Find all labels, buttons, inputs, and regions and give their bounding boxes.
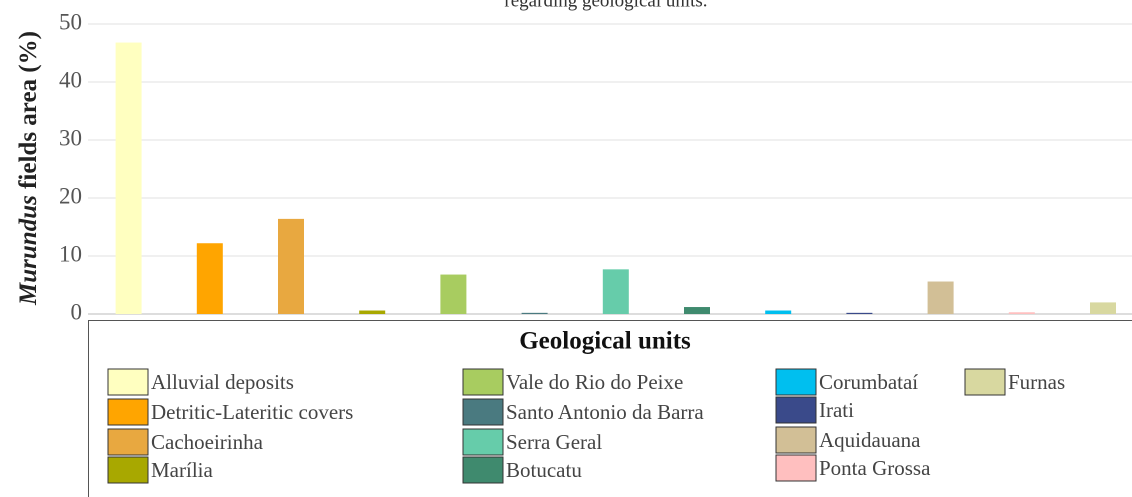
legend-label: Aquidauana (819, 428, 921, 452)
legend-swatch (462, 368, 504, 396)
bar (684, 307, 710, 314)
legend-swatch (107, 368, 149, 396)
legend-label: Irati (819, 398, 854, 422)
legend-label: Botucatu (506, 458, 582, 482)
bar (521, 312, 548, 314)
y-axis-label-italic: Murundus (15, 195, 42, 306)
legend-swatch (964, 368, 1006, 396)
legend-swatch (775, 368, 817, 396)
legend-swatch (107, 428, 149, 456)
legend-swatch (462, 428, 504, 456)
bar (115, 42, 142, 315)
legend-swatch (775, 426, 817, 454)
legend-label: Alluvial deposits (151, 370, 294, 394)
y-tick-label: 20 (59, 183, 82, 208)
y-tick-label: 30 (59, 125, 82, 150)
legend-label: Corumbataí (819, 370, 918, 394)
legend-label: Ponta Grossa (819, 456, 931, 480)
legend-label: Santo Antonio da Barra (506, 400, 704, 424)
bar (765, 310, 792, 314)
legend-label: Cachoeirinha (151, 430, 264, 454)
legend-swatch (462, 456, 504, 484)
legend-label: Detritic-Lateritic covers (151, 400, 353, 424)
legend-box (88, 320, 1132, 497)
bar (359, 310, 386, 314)
bar (278, 218, 304, 314)
legend-label: Serra Geral (506, 430, 602, 454)
bar (846, 312, 873, 314)
bar (602, 269, 629, 314)
legend-label: Vale do Rio do Peixe (506, 370, 683, 394)
y-tick-label: 10 (59, 241, 82, 266)
y-tick-label: 50 (59, 9, 82, 34)
legend-swatch (107, 398, 149, 426)
bar (927, 281, 954, 314)
legend-title: Geological units (519, 328, 691, 355)
bar (196, 243, 223, 314)
chart-title: regarding geological units. (504, 0, 707, 11)
legend-swatch (462, 398, 504, 426)
bar (1008, 312, 1035, 314)
legend-swatch (107, 456, 149, 484)
legend-swatch (775, 454, 817, 482)
y-tick-label: 0 (71, 299, 83, 324)
bar (1090, 302, 1116, 314)
y-tick-label: 40 (59, 67, 82, 92)
legend-swatch (775, 396, 817, 424)
y-axis-label: Murundus fields area (%) (15, 31, 42, 306)
bar (440, 274, 467, 314)
legend-label: Marília (151, 458, 213, 482)
legend-label: Furnas (1008, 370, 1065, 394)
y-axis-label-rest: fields area (%) (15, 31, 42, 189)
